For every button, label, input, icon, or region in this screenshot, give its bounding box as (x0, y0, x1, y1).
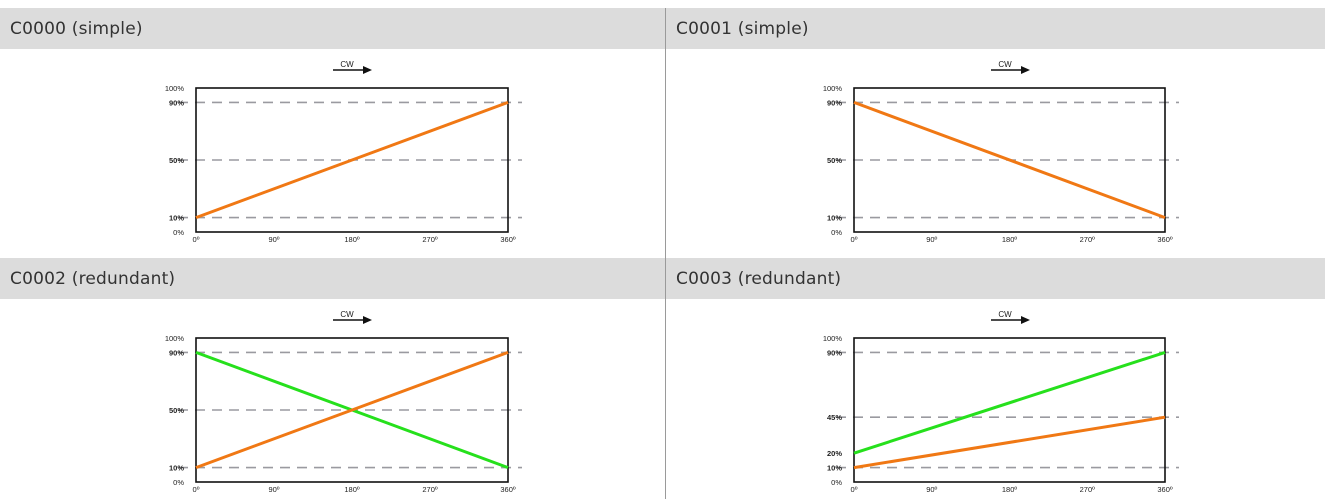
x-tick-label: 180º (1002, 235, 1018, 244)
direction-arrow-icon (1021, 66, 1030, 74)
x-tick-label: 90º (926, 235, 937, 244)
x-tick-label: 180º (1002, 485, 1018, 494)
y-tick-label: 90% (169, 348, 184, 357)
y-tick-label: 10% (169, 464, 184, 473)
x-tick-label: 90º (926, 485, 937, 494)
plot-frame (853, 337, 1166, 483)
y-tick-label: 100% (165, 84, 185, 93)
direction-arrow-icon (1021, 316, 1030, 324)
y-tick-label: 0% (831, 228, 842, 237)
x-tick-label: 360º (500, 485, 516, 494)
direction-arrow-icon (363, 66, 372, 74)
panel-c0003: C0003 (redundant) (666, 258, 1325, 499)
x-tick-label: 270º (1080, 485, 1096, 494)
x-tick-label: 360º (1157, 235, 1173, 244)
y-tick-label: 10% (169, 214, 184, 223)
direction-label: CW (998, 310, 1012, 319)
plot-frame (195, 87, 509, 233)
series-line (195, 350, 509, 470)
x-tick-label: 180º (344, 485, 360, 494)
series-line (853, 350, 1166, 455)
x-tick-label: 0º (193, 485, 200, 494)
panel-header: C0003 (redundant) (666, 258, 1325, 299)
series-line (195, 100, 509, 220)
y-tick-label: 100% (823, 334, 843, 343)
panel-c0001: C0001 (simple) (666, 8, 1325, 258)
x-tick-label: 270º (1080, 235, 1096, 244)
x-tick-label: 0º (851, 235, 858, 244)
y-tick-label: 90% (169, 98, 184, 107)
y-tick-label: 50% (827, 156, 842, 165)
series-line (853, 415, 1166, 470)
x-tick-label: 90º (268, 485, 279, 494)
panel-header: C0000 (simple) (0, 8, 665, 49)
x-tick-label: 180º (344, 235, 360, 244)
vertical-divider (665, 8, 666, 499)
series-line (853, 100, 1166, 220)
panel-c0002: C0002 (redundant) (0, 258, 665, 499)
y-tick-label: 100% (165, 334, 185, 343)
panel-title: C0000 (simple) (10, 18, 143, 39)
panel-header: C0002 (redundant) (0, 258, 665, 299)
direction-arrow-icon (363, 316, 372, 324)
y-tick-label: 50% (169, 156, 184, 165)
x-tick-label: 0º (193, 235, 200, 244)
y-tick-label: 100% (823, 84, 843, 93)
y-tick-label: 0% (173, 228, 184, 237)
direction-label: CW (340, 60, 354, 69)
y-tick-label: 45% (827, 413, 842, 422)
x-tick-label: 270º (422, 485, 438, 494)
y-tick-label: 90% (827, 98, 842, 107)
panel-title: C0002 (redundant) (10, 268, 176, 289)
x-tick-label: 90º (268, 235, 279, 244)
panel-header: C0001 (simple) (666, 8, 1325, 49)
x-tick-label: 0º (851, 485, 858, 494)
direction-label: CW (998, 60, 1012, 69)
y-tick-label: 0% (173, 478, 184, 487)
y-tick-label: 10% (827, 464, 842, 473)
x-tick-label: 360º (500, 235, 516, 244)
x-tick-label: 360º (1157, 485, 1173, 494)
y-tick-label: 0% (831, 478, 842, 487)
y-tick-label: 10% (827, 214, 842, 223)
panel-title: C0001 (simple) (676, 18, 809, 39)
y-tick-label: 50% (169, 406, 184, 415)
panel-c0000: C0000 (simple) (0, 8, 665, 258)
y-tick-label: 20% (827, 449, 842, 458)
plot-frame (195, 337, 509, 483)
panel-title: C0003 (redundant) (676, 268, 842, 289)
direction-label: CW (340, 310, 354, 319)
plot-frame (853, 87, 1166, 233)
y-tick-label: 90% (827, 348, 842, 357)
x-tick-label: 270º (422, 235, 438, 244)
